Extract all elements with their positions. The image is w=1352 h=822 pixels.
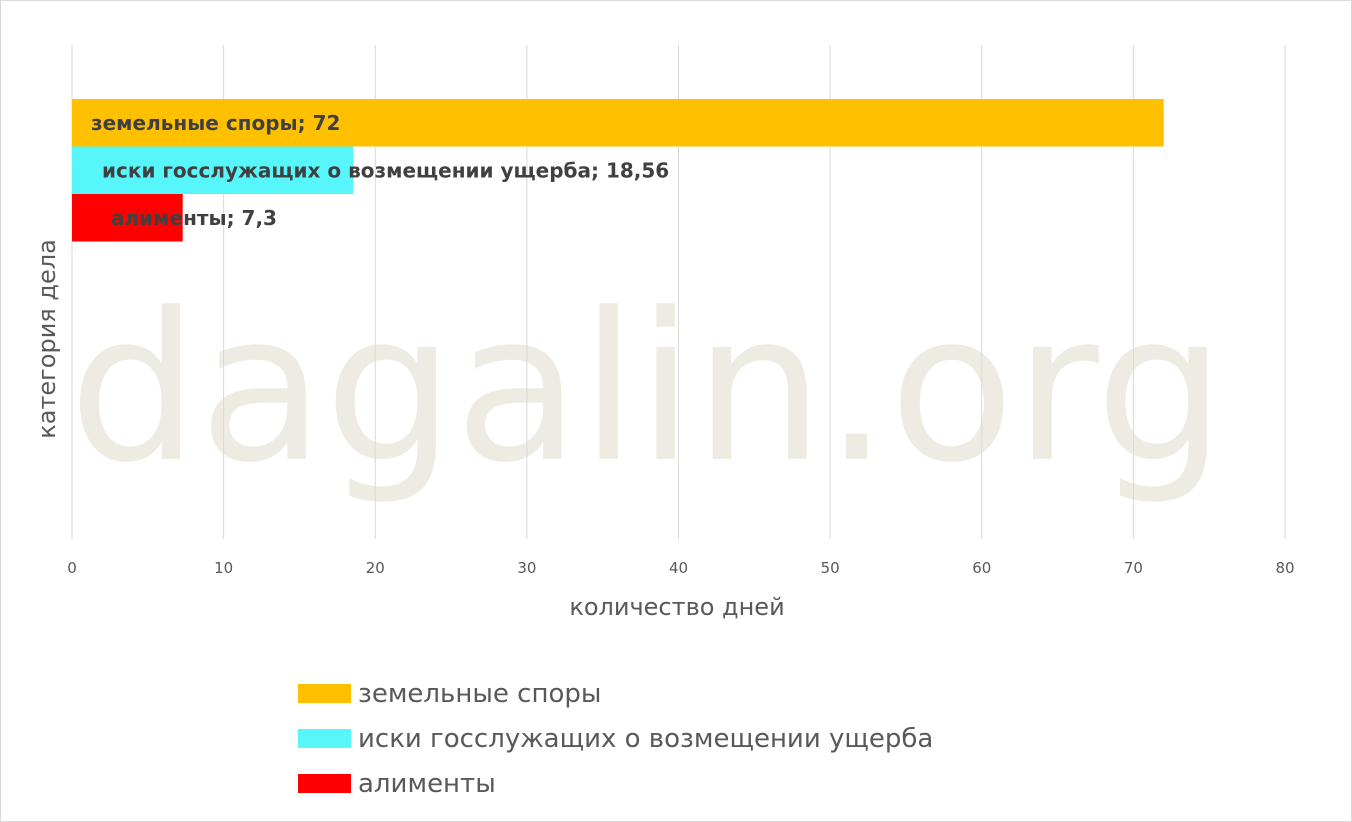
legend-swatch [298, 684, 351, 703]
x-tick-label: 50 [821, 559, 840, 577]
x-tick-label: 80 [1275, 559, 1294, 577]
x-tick-label: 40 [669, 559, 688, 577]
x-tick-labels: 0 10 20 30 40 50 60 70 80 [67, 559, 1294, 577]
x-tick-label: 60 [972, 559, 991, 577]
legend-label: земельные споры [358, 679, 601, 709]
data-label: иски госслужащих о возмещении ущерба; 18… [102, 158, 669, 182]
data-label: алименты; 7,3 [111, 206, 277, 230]
watermark-text: dagalin.org [69, 270, 1226, 508]
legend-label: иски госслужащих о возмещении ущерба [358, 724, 933, 754]
x-tick-label: 10 [214, 559, 233, 577]
bars [72, 99, 1164, 242]
data-label: земельные споры; 72 [91, 111, 340, 135]
bar [72, 194, 183, 242]
y-axis-title: категория дела [33, 239, 61, 439]
legend-label: алименты [358, 769, 496, 799]
x-tick-label: 70 [1124, 559, 1143, 577]
bar [72, 99, 1164, 147]
legend-swatch [298, 774, 351, 793]
data-labels: земельные споры; 72 иски госслужащих о во… [91, 111, 669, 230]
x-axis-title: количество дней [569, 593, 784, 621]
x-tick-label: 0 [67, 559, 77, 577]
legend-swatch [298, 729, 351, 748]
x-tick-label: 30 [517, 559, 536, 577]
bar [72, 146, 354, 194]
x-tick-label: 20 [366, 559, 385, 577]
legend: земельные споры иски госслужащих о возмещ… [298, 679, 933, 799]
